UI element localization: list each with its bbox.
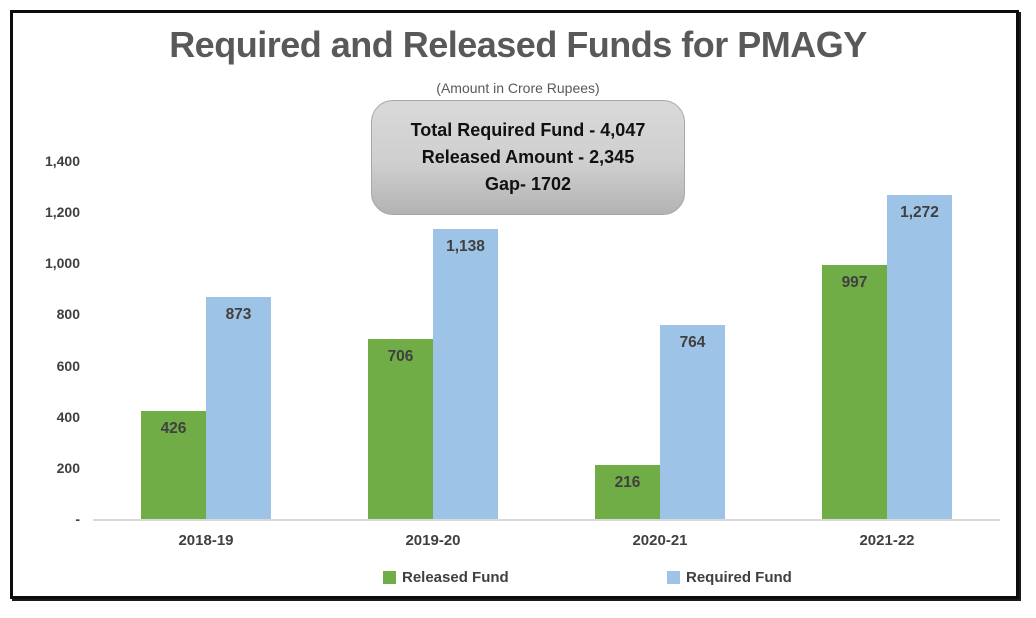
- y-axis-tick-label: 1,400: [44, 153, 80, 169]
- legend-swatch-required-fund-icon: [667, 571, 680, 584]
- bar-value-label: 1,138: [446, 238, 485, 255]
- legend-item-released-fund: Released Fund: [383, 569, 509, 586]
- bar-value-label: 1,272: [900, 204, 939, 221]
- annotation-gap: Gap- 1702: [484, 174, 572, 194]
- x-axis-line: [93, 519, 1000, 521]
- y-axis-tick-label: -: [75, 511, 80, 527]
- legend-label-required-fund: Required Fund: [686, 569, 792, 586]
- y-axis-tick-label: 200: [56, 459, 80, 476]
- y-axis-tick-label: 1,000: [44, 255, 80, 272]
- bar-required-fund-2018-19: 873: [206, 297, 271, 520]
- bar-released-fund-2020-21: 216: [595, 465, 660, 520]
- bar-value-label: 706: [387, 348, 414, 365]
- y-axis-tick-label: 1,200: [44, 204, 80, 221]
- x-axis-label-2019-20: 2019-20: [405, 532, 461, 549]
- annotation-released-amount: Released Amount - 2,345: [421, 147, 635, 167]
- annotation-total-required: Total Required Fund - 4,047: [410, 120, 646, 140]
- y-axis-tick-label: 800: [56, 306, 80, 323]
- bar-value-label: 216: [614, 474, 641, 491]
- bar-value-label: 764: [679, 334, 706, 351]
- bar-value-label: 873: [225, 306, 252, 323]
- x-axis-label-2020-21: 2020-21: [632, 532, 688, 549]
- bar-value-label: 997: [841, 274, 868, 291]
- bar-released-fund-2019-20: 706: [368, 339, 433, 520]
- bar-required-fund-2019-20: 1,138: [433, 229, 498, 520]
- chart-title: Required and Released Funds for PMAGY: [169, 24, 867, 65]
- legend-item-required-fund: Required Fund: [667, 569, 792, 586]
- bar-value-label: 426: [160, 420, 187, 437]
- bar-released-fund-2018-19: 426: [141, 411, 206, 520]
- legend-label-released-fund: Released Fund: [402, 569, 509, 586]
- bar-required-fund-2020-21: 764: [660, 325, 725, 520]
- y-axis-tick-label: 400: [56, 408, 80, 425]
- chart-subtitle: (Amount in Crore Rupees): [436, 80, 600, 96]
- legend-swatch-released-fund-icon: [383, 571, 396, 584]
- x-axis-label-2021-22: 2021-22: [859, 532, 915, 549]
- bar-released-fund-2021-22: 997: [822, 265, 887, 520]
- bar-required-fund-2021-22: 1,272: [887, 195, 952, 520]
- summary-annotation-box: Total Required Fund - 4,047 Released Amo…: [371, 100, 685, 215]
- y-axis-tick-label: 600: [56, 357, 80, 374]
- x-axis-label-2018-19: 2018-19: [178, 532, 234, 549]
